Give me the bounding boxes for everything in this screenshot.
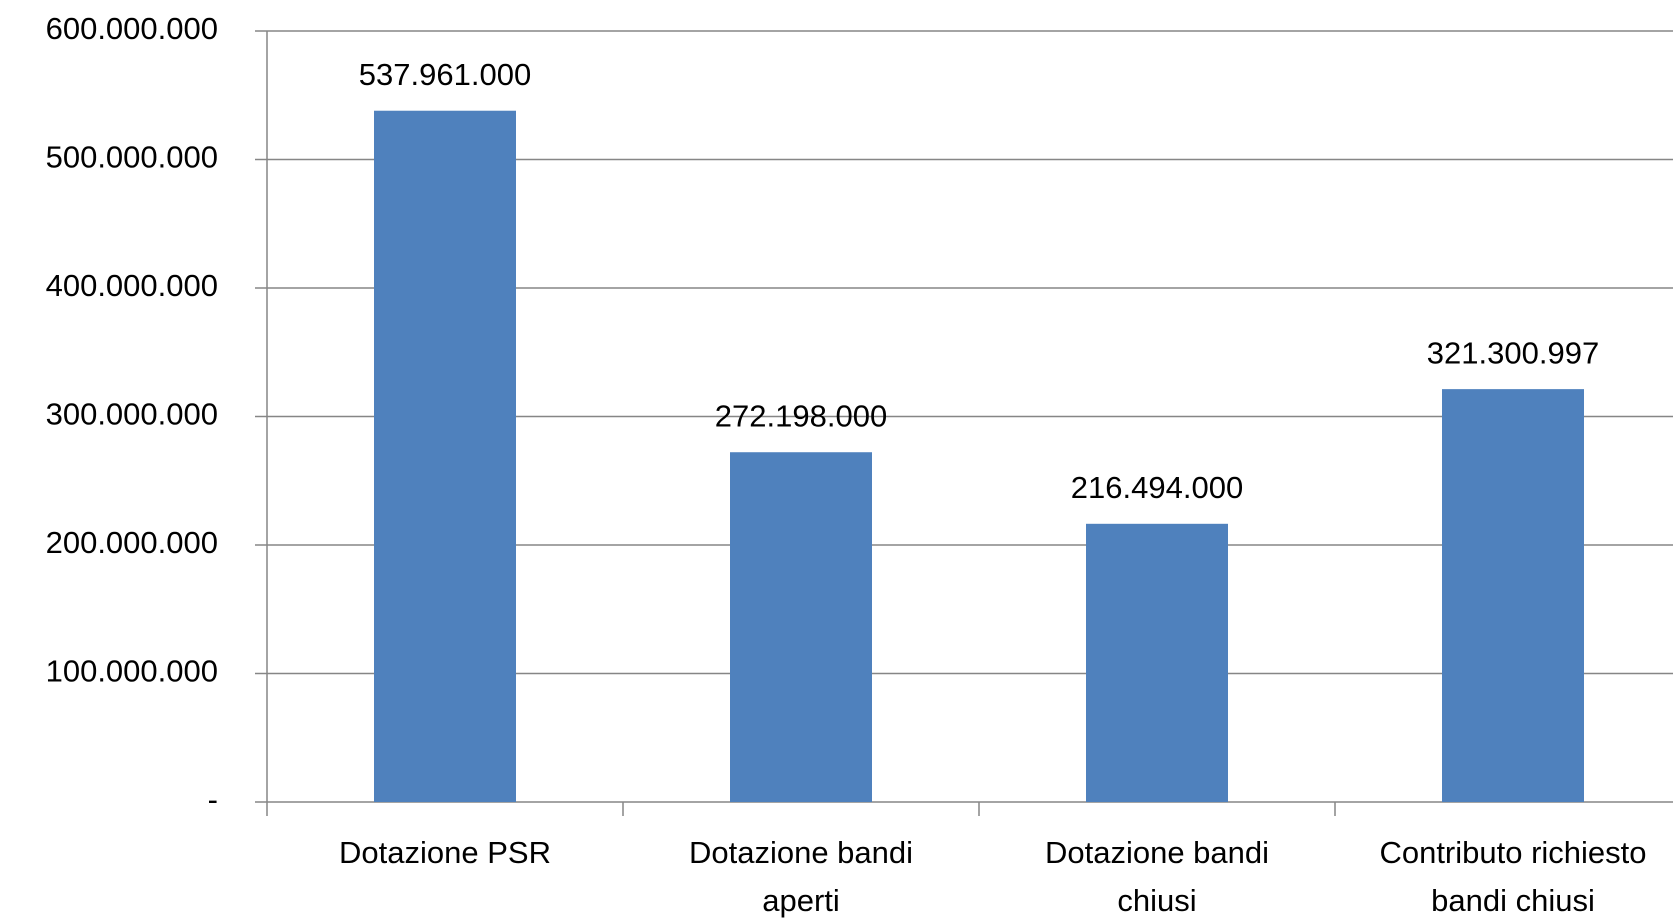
x-tick-label: Dotazione PSR (339, 835, 551, 870)
y-tick-label: 100.000.000 (46, 654, 218, 689)
y-tick-label: 600.000.000 (46, 11, 218, 46)
data-label: 537.961.000 (359, 57, 531, 92)
x-tick-label: Contributo richiesto bandi chiusi (1379, 835, 1646, 918)
y-tick-label: 400.000.000 (46, 268, 218, 303)
data-label: 321.300.997 (1427, 335, 1599, 370)
x-tick-label: Dotazione bandi chiusi (1045, 835, 1269, 918)
bar (374, 110, 516, 803)
data-label: 216.494.000 (1071, 470, 1243, 505)
bar (1442, 389, 1584, 802)
y-tick-label: 300.000.000 (46, 397, 218, 432)
data-label: 272.198.000 (715, 398, 887, 433)
y-tick-label: 200.000.000 (46, 525, 218, 560)
y-tick-label: 500.000.000 (46, 140, 218, 175)
y-tick-label: - (208, 782, 218, 817)
bar (1086, 523, 1228, 802)
x-tick-label: Dotazione bandi aperti (689, 835, 913, 918)
bar (730, 452, 872, 802)
